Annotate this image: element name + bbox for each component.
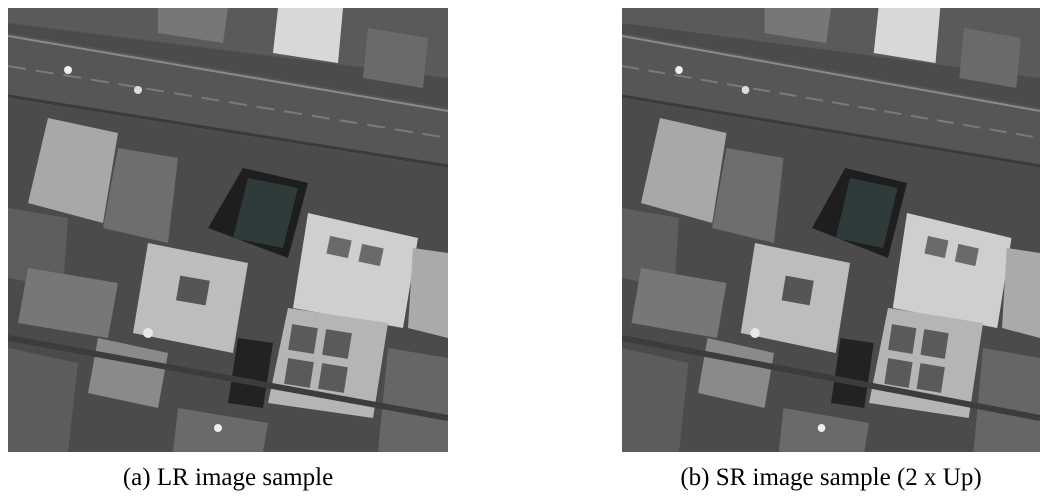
sr-image xyxy=(622,8,1040,452)
caption: (a) LR image sample xyxy=(8,464,448,492)
figure-page: (a) LR image sample (b) SR image sample … xyxy=(0,0,1049,503)
caption: (b) SR image sample (2 x Up) xyxy=(622,464,1040,492)
lr-image xyxy=(8,8,448,452)
figure-images xyxy=(0,0,1049,460)
